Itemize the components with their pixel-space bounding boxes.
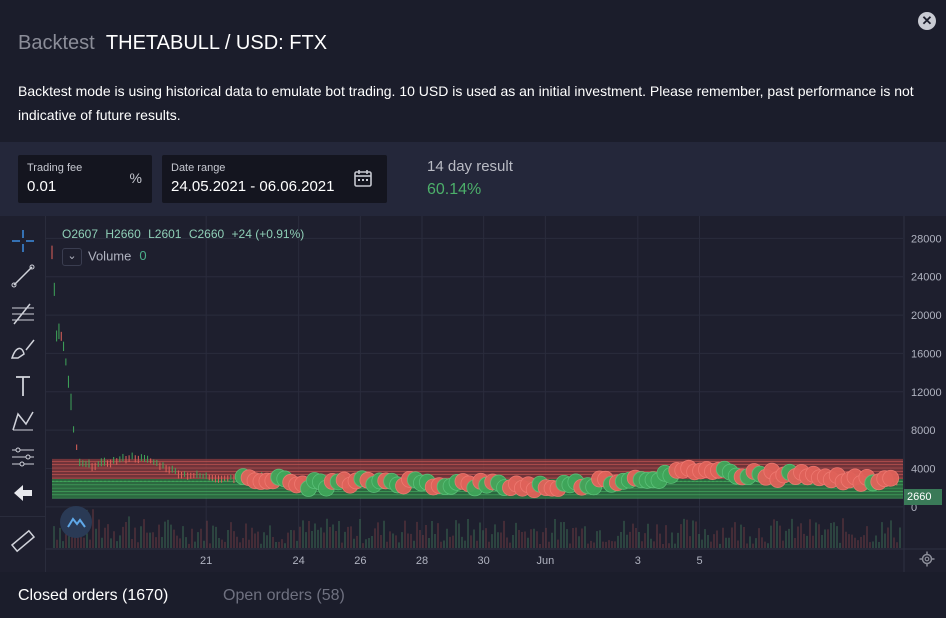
- percent-unit: %: [129, 170, 142, 186]
- ohlc-close: C2660: [188, 227, 225, 241]
- x-tick-label: 3: [635, 555, 641, 567]
- close-icon[interactable]: ✕: [918, 12, 936, 30]
- y-tick-label: 4000: [911, 463, 935, 475]
- ruler-icon[interactable]: [8, 526, 38, 556]
- fib-tool-icon[interactable]: [8, 298, 38, 328]
- y-tick-label: 28000: [911, 233, 942, 245]
- x-tick-label: Jun: [536, 555, 554, 567]
- x-tick-label: 5: [696, 555, 702, 567]
- y-tick-label: 24000: [911, 272, 942, 284]
- ohlc-high: H2660: [105, 227, 141, 241]
- y-tick-label: 20000: [911, 310, 942, 322]
- result-value: 60.14%: [427, 181, 482, 198]
- orders-tabs: Closed orders (1670) Open orders (58): [0, 572, 946, 618]
- title-prefix: Backtest: [18, 32, 95, 54]
- trading-fee-field[interactable]: Trading fee 0.01 %: [18, 155, 152, 203]
- calendar-icon[interactable]: [353, 168, 373, 188]
- date-range-field[interactable]: Date range 24.05.2021 - 06.06.2021: [162, 155, 387, 203]
- backtest-header: Backtest THETABULL / USD: FTX ✕ Backtest…: [0, 0, 946, 142]
- y-tick-label: 12000: [911, 387, 942, 399]
- y-tick-label: 0: [911, 502, 917, 514]
- date-range-value[interactable]: 24.05.2021 - 06.06.2021: [171, 178, 335, 195]
- trading-fee-value[interactable]: 0.01: [27, 178, 57, 195]
- chart-logo-icon[interactable]: [60, 506, 92, 538]
- ohlc-change: +24 (+0.91%): [231, 227, 305, 241]
- y-tick-label: 16000: [911, 348, 942, 360]
- chart-background: [46, 216, 946, 572]
- prediction-tool-icon[interactable]: [8, 442, 38, 472]
- chevron-down-icon[interactable]: ⌄: [62, 248, 82, 266]
- x-tick-label: 21: [200, 555, 212, 567]
- text-tool-icon[interactable]: [8, 371, 38, 401]
- price-chart[interactable]: 28000 24000 20000 16000 12000 8000 4000 0 21 24 26…: [0, 216, 946, 572]
- x-tick-label: 26: [354, 555, 366, 567]
- result-label: 14 day result: [427, 158, 513, 175]
- mountain-icon: [67, 517, 86, 528]
- pattern-icon[interactable]: [8, 406, 38, 436]
- chart-canvas[interactable]: 28000 24000 20000 16000 12000 8000 4000 0 21 24 26…: [0, 216, 946, 572]
- title-pair: THETABULL / USD: FTX: [105, 32, 328, 54]
- date-range-label: Date range: [171, 162, 226, 174]
- x-tick-label: 24: [293, 555, 305, 567]
- volume-label: Volume: [88, 248, 132, 264]
- page-title: Backtest THETABULL / USD: FTX: [18, 32, 327, 55]
- drawing-toolbar: [0, 216, 46, 572]
- x-tick-label: 30: [478, 555, 490, 567]
- tab-closed-orders[interactable]: Closed orders (1670): [18, 587, 169, 604]
- toolbar-divider: [0, 516, 46, 517]
- tab-open-orders[interactable]: Open orders (58): [223, 587, 345, 604]
- back-arrow-icon[interactable]: [8, 478, 38, 508]
- sell-marker: [882, 469, 900, 487]
- last-price-tag: 2660: [904, 489, 942, 505]
- crosshair-icon[interactable]: [8, 226, 38, 256]
- backtest-description: Backtest mode is using historical data t…: [18, 83, 914, 123]
- trading-fee-label: Trading fee: [27, 162, 83, 174]
- volume-value: 0: [139, 248, 147, 264]
- brush-icon[interactable]: [8, 334, 38, 364]
- ohlc-low: L2601: [148, 227, 182, 241]
- y-tick-label: 8000: [911, 425, 935, 437]
- trend-line-icon[interactable]: [8, 261, 38, 291]
- backtest-controls: Trading fee 0.01 % Date range 24.05.2021…: [0, 142, 946, 216]
- gear-icon[interactable]: [919, 551, 935, 567]
- ohlc-open: O2607: [62, 227, 99, 241]
- ohlc-legend: O2607 H2660 L2601 C2660 +24 (+0.91%): [62, 227, 308, 241]
- x-tick-label: 28: [416, 555, 428, 567]
- volume-legend: ⌄ Volume 0: [62, 248, 147, 266]
